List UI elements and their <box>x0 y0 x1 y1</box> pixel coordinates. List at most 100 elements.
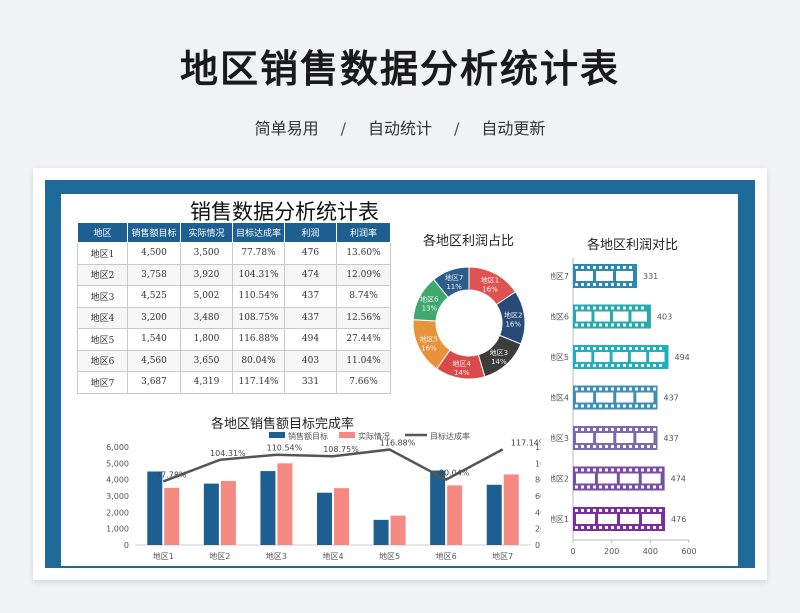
table-cell: 4,500 <box>127 242 181 265</box>
film-hole <box>623 323 626 327</box>
film-frame <box>596 433 614 443</box>
actual-bar <box>447 485 463 545</box>
x-category-label: 地区5 <box>379 551 400 561</box>
film-hole <box>629 306 632 310</box>
film-hole <box>635 485 638 489</box>
actual-bar <box>390 515 406 545</box>
film-frame <box>641 473 661 484</box>
table-row: 地区7 3,687 4,319 117.14% 331 7.66% <box>77 371 391 394</box>
film-hole <box>599 323 602 327</box>
table-cell: 13.60% <box>336 242 391 265</box>
bar-value-label: 403 <box>657 313 672 322</box>
spreadsheet-preview: 销售数据分析统计表 地区 销售额目标 实际情况 目标达成率 利润 利润率 地区1… <box>33 168 767 580</box>
actual-bar <box>164 487 180 545</box>
profit-comparison-bar-chart: 0 200 400 600 地区7 331 地区6 403 地区5 494 地区4 437 地区3 437… <box>551 258 697 556</box>
film-hole <box>581 364 584 367</box>
film-hole <box>605 364 608 367</box>
film-hole <box>659 468 662 472</box>
bar-value-label: 437 <box>663 394 678 403</box>
film-hole <box>581 509 584 512</box>
film-hole <box>641 445 644 448</box>
film-hole <box>575 364 578 367</box>
line-data-label: 110.54% <box>267 444 303 453</box>
film-hole <box>617 404 620 408</box>
table-cell: 4,319 <box>180 371 233 394</box>
film-hole <box>593 283 596 286</box>
film-bar <box>573 345 669 369</box>
tag-easy: 简单易用 <box>254 119 319 138</box>
table-cell: 27.44% <box>336 328 391 351</box>
film-hole <box>659 526 662 529</box>
film-hole <box>641 364 644 367</box>
film-hole <box>629 323 632 327</box>
film-frame <box>612 352 628 362</box>
film-hole <box>599 485 602 489</box>
y2-tick-label: 60.00% <box>535 492 541 501</box>
film-hole <box>623 387 626 391</box>
y-tick-label: 3,000 <box>106 492 129 501</box>
tag-auto-update: 自动更新 <box>481 119 546 138</box>
film-hole <box>623 468 626 472</box>
target-bar <box>260 471 276 545</box>
film-hole <box>581 526 584 529</box>
bar-value-label: 331 <box>643 272 658 281</box>
film-frame <box>636 433 654 443</box>
film-hole <box>635 404 638 408</box>
film-hole <box>575 306 578 310</box>
film-hole <box>629 347 632 350</box>
film-hole <box>581 485 584 489</box>
film-hole <box>617 485 620 489</box>
film-hole <box>617 509 620 512</box>
film-bar <box>573 385 658 410</box>
film-hole <box>593 323 596 327</box>
film-hole <box>587 445 590 448</box>
table-cell: 12.56% <box>336 306 391 329</box>
film-hole <box>593 387 596 391</box>
film-hole <box>641 347 644 350</box>
film-frame <box>612 311 629 322</box>
film-frame <box>615 271 633 281</box>
film-hole <box>659 364 662 367</box>
y2-tick-label: 100.00% <box>535 459 541 468</box>
tag-separator: / <box>454 119 460 138</box>
x-category-label: 地区7 <box>492 551 513 561</box>
film-hole <box>623 364 626 367</box>
column-header: 利润率 <box>336 222 391 243</box>
film-hole <box>599 404 602 408</box>
film-hole <box>581 306 584 310</box>
x-category-label: 地区3 <box>266 551 287 561</box>
target-bar <box>203 483 219 545</box>
table-cell: 地区5 <box>77 328 128 351</box>
film-hole <box>617 323 620 327</box>
film-hole <box>635 364 638 367</box>
film-hole <box>641 526 644 529</box>
line-data-label: 77.78% <box>156 470 187 479</box>
y2-tick-label: 80.00% <box>535 476 541 485</box>
film-frame <box>594 352 610 362</box>
film-frame <box>630 352 647 362</box>
film-hole <box>647 468 650 472</box>
film-hole <box>617 387 620 391</box>
film-frame <box>636 392 654 403</box>
film-hole <box>581 404 584 408</box>
film-frame <box>631 311 647 322</box>
table-cell: 474 <box>284 263 337 286</box>
x-tick-label: 600 <box>681 547 696 556</box>
film-hole <box>581 323 584 327</box>
film-hole <box>587 364 590 367</box>
film-bar <box>573 304 651 329</box>
table-cell: 403 <box>284 349 337 372</box>
slice-category-label: 地区5 <box>420 334 438 343</box>
film-hole <box>587 266 590 269</box>
film-hole <box>593 404 596 408</box>
y2-tick-label: 40.00% <box>535 508 541 517</box>
table-cell: 3,480 <box>180 306 233 329</box>
target-bar <box>486 484 502 545</box>
film-hole <box>623 526 626 529</box>
film-frame <box>576 392 594 403</box>
film-hole <box>647 387 650 391</box>
film-hole <box>611 428 614 431</box>
film-hole <box>587 283 590 286</box>
film-hole <box>587 387 590 391</box>
pie-chart-title: 各地区利润占比 <box>423 234 515 249</box>
